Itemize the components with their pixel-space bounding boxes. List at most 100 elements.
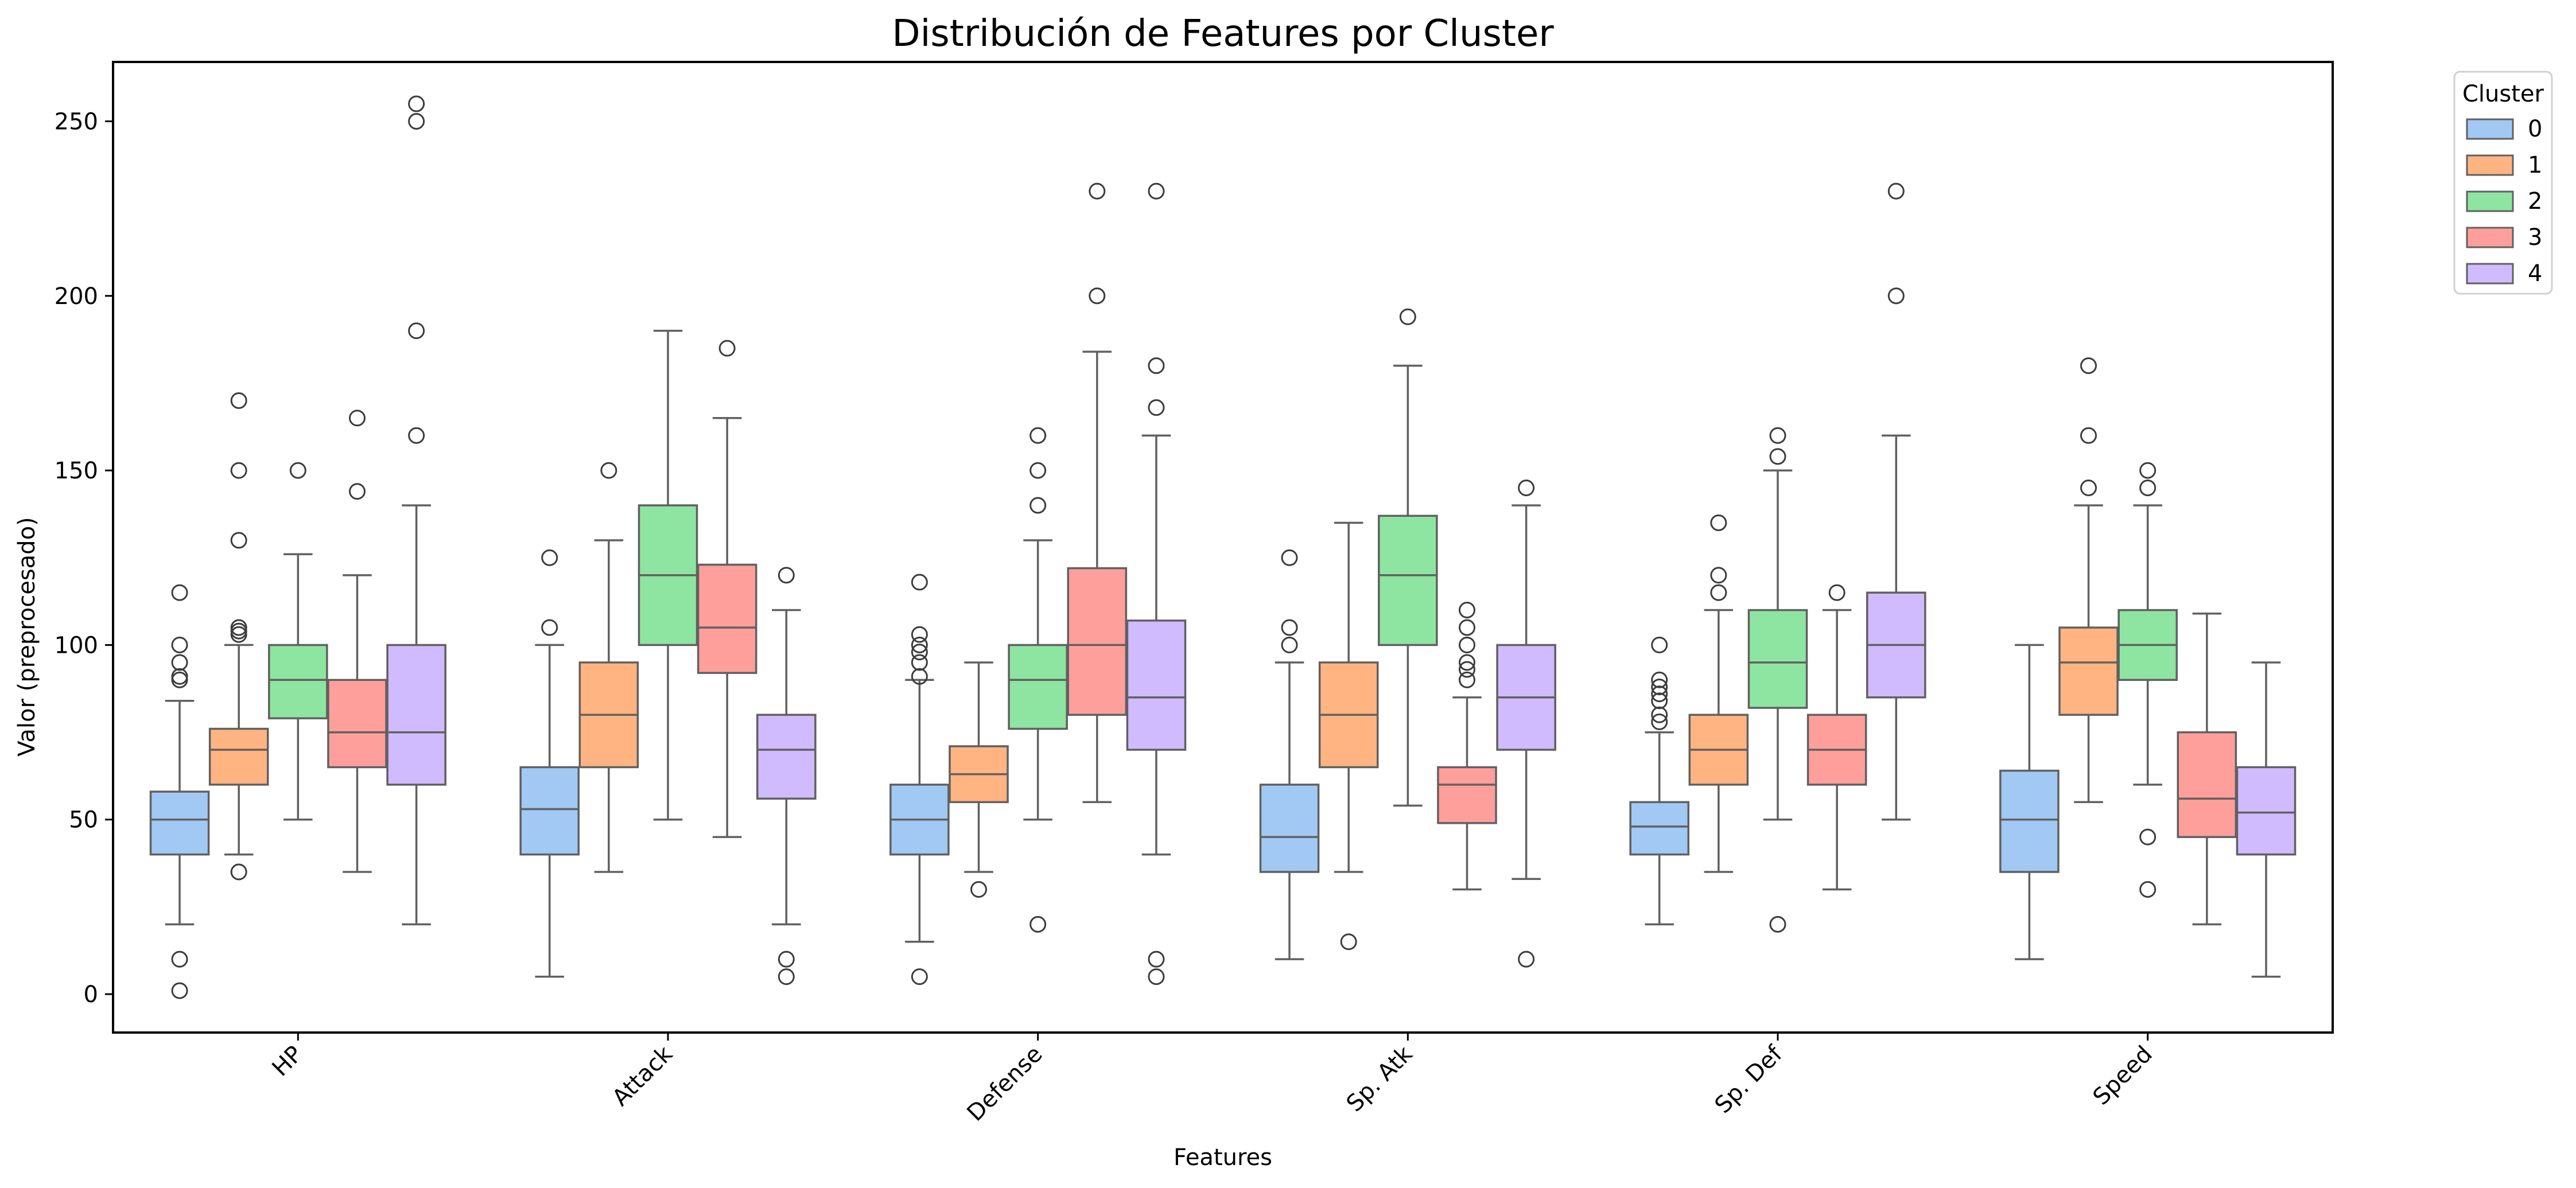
- legend-swatch-2: [2466, 190, 2514, 212]
- box-cluster-4-sp-atk: [1496, 480, 1556, 968]
- outlier-point: [408, 322, 425, 340]
- box-iqr: [1437, 766, 1497, 824]
- outlier-point: [541, 549, 558, 566]
- outlier-point: [1769, 427, 1786, 444]
- outlier-point: [1281, 619, 1298, 636]
- box-cluster-1-sp-atk: [1318, 521, 1379, 951]
- outlier-point: [348, 483, 366, 500]
- outlier-point: [1029, 462, 1047, 479]
- box-cluster-3-hp: [327, 410, 387, 873]
- chart-title: Distribución de Features por Cluster: [892, 13, 1554, 55]
- box-cluster-0-defense: [889, 574, 950, 986]
- outlier-point: [408, 95, 425, 112]
- plot-frame: [112, 61, 2334, 1034]
- outlier-point: [1769, 448, 1786, 465]
- outlier-point: [1710, 567, 1727, 584]
- box-iqr: [1999, 769, 2060, 873]
- outlier-point: [171, 636, 188, 653]
- outlier-point: [1769, 916, 1786, 933]
- outlier-point: [1399, 308, 1416, 325]
- outlier-point: [911, 644, 928, 661]
- box-cluster-0-attack: [519, 549, 580, 978]
- legend-swatch-3: [2466, 227, 2514, 248]
- outlier-point: [1029, 497, 1047, 514]
- outlier-point: [1340, 933, 1357, 951]
- x-axis-label: Features: [1174, 1144, 1272, 1171]
- box-iqr: [1629, 801, 1689, 856]
- box-cluster-3-speed: [2177, 612, 2237, 926]
- outlier-point: [718, 340, 736, 357]
- box-iqr: [1008, 644, 1068, 730]
- outlier-point: [1458, 654, 1475, 671]
- outlier-point: [230, 392, 247, 409]
- outlier-point: [1148, 951, 1165, 968]
- outlier-point: [1651, 706, 1668, 723]
- box-cluster-3-sp-def: [1806, 584, 1867, 891]
- outlier-point: [911, 636, 928, 653]
- outlier-point: [408, 427, 425, 444]
- box-iqr: [386, 644, 446, 786]
- box-iqr: [208, 727, 269, 786]
- box-iqr: [756, 714, 817, 800]
- y-tick-label: 200: [55, 283, 98, 310]
- box-cluster-2-attack: [638, 329, 698, 821]
- box-iqr: [327, 679, 387, 769]
- box-cluster-0-sp-atk: [1259, 549, 1320, 960]
- box-cluster-3-defense: [1067, 182, 1128, 804]
- box-iqr: [1259, 784, 1320, 873]
- box-cluster-4-attack: [756, 567, 817, 986]
- box-cluster-1-sp-def: [1688, 514, 1749, 873]
- legend-swatch-0: [2466, 118, 2514, 140]
- outlier-point: [911, 968, 928, 986]
- outlier-point: [1887, 182, 1905, 200]
- outlier-point: [2139, 480, 2157, 497]
- outlier-point: [778, 951, 795, 968]
- outlier-point: [230, 863, 247, 881]
- legend-label-4: 4: [2528, 260, 2542, 287]
- box-cluster-1-hp: [208, 392, 269, 881]
- outlier-point: [2080, 357, 2097, 375]
- outlier-point: [541, 619, 558, 636]
- outlier-point: [171, 584, 188, 601]
- y-axis-label: Valor (preprocesado): [14, 517, 40, 757]
- outlier-point: [1148, 182, 1165, 200]
- outlier-point: [1281, 549, 1298, 566]
- outlier-point: [1458, 636, 1475, 653]
- legend-label-2: 2: [2528, 188, 2542, 215]
- outlier-point: [1029, 916, 1047, 933]
- outlier-point: [171, 951, 188, 968]
- box-iqr: [1378, 515, 1438, 646]
- legend-swatch-4: [2466, 263, 2514, 285]
- outlier-point: [911, 574, 928, 591]
- outlier-point: [1828, 584, 1845, 601]
- outlier-point: [1458, 671, 1475, 688]
- box-cluster-2-sp-def: [1747, 427, 1808, 933]
- box-iqr: [268, 644, 328, 719]
- y-tick-label: 100: [55, 632, 98, 659]
- box-iqr: [519, 766, 580, 856]
- box-cluster-0-speed: [1999, 644, 2060, 960]
- box-cluster-3-attack: [697, 340, 757, 838]
- legend: Cluster 0 1 2 3 4: [2453, 71, 2553, 295]
- box-cluster-1-defense: [949, 661, 1009, 898]
- outlier-point: [1148, 968, 1165, 986]
- outlier-point: [1029, 427, 1047, 444]
- outlier-point: [1710, 514, 1727, 531]
- outlier-point: [1089, 182, 1106, 200]
- outlier-point: [911, 668, 928, 685]
- outlier-point: [230, 462, 247, 479]
- outlier-point: [2080, 427, 2097, 444]
- outlier-point: [1458, 602, 1475, 619]
- legend-label-0: 0: [2528, 116, 2542, 142]
- outlier-point: [1518, 951, 1535, 968]
- legend-title: Cluster: [2462, 81, 2544, 107]
- outlier-point: [1518, 480, 1535, 497]
- box-cluster-4-sp-def: [1866, 182, 1926, 821]
- box-iqr: [149, 790, 210, 856]
- outlier-point: [1651, 692, 1668, 710]
- box-iqr: [2236, 766, 2297, 856]
- outlier-point: [171, 654, 188, 671]
- y-tick-label: 150: [55, 458, 98, 484]
- outlier-point: [1651, 636, 1668, 653]
